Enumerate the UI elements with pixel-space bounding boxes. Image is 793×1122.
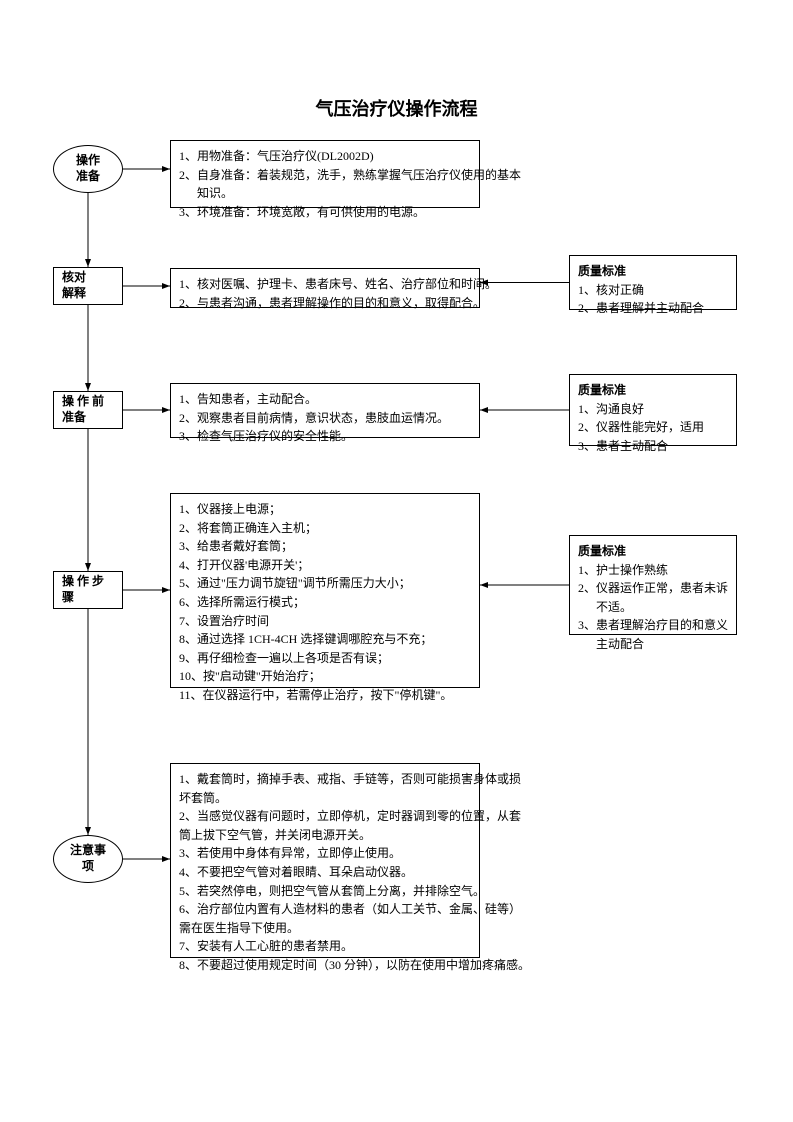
node-verify: 核对解释 bbox=[53, 267, 123, 305]
page-title: 气压治疗仪操作流程 bbox=[0, 95, 793, 121]
node-caution: 注意事项 bbox=[53, 835, 123, 883]
node-q_steps: 质量标准1、护士操作熟练2、仪器运作正常，患者未诉 不适。3、患者理解治疗目的和… bbox=[569, 535, 737, 635]
node-steps: 操 作 步骤 bbox=[53, 571, 123, 609]
node-c_steps: 1、仪器接上电源；2、将套筒正确连入主机；3、给患者戴好套筒；4、打开仪器'电源… bbox=[170, 493, 480, 688]
node-c_prep: 1、用物准备：气压治疗仪(DL2002D)2、自身准备：着装规范，洗手，熟练掌握… bbox=[170, 140, 480, 208]
node-c_verify: 1、核对医嘱、护理卡、患者床号、姓名、治疗部位和时间。2、与患者沟通，患者理解操… bbox=[170, 268, 480, 308]
node-c_preop: 1、告知患者，主动配合。2、观察患者目前病情，意识状态，患肢血运情况。3、检查气… bbox=[170, 383, 480, 438]
node-q_preop: 质量标准1、沟通良好2、仪器性能完好，适用3、患者主动配合 bbox=[569, 374, 737, 446]
node-c_caution: 1、戴套筒时，摘掉手表、戒指、手链等，否则可能损害身体或损坏套筒。2、当感觉仪器… bbox=[170, 763, 480, 958]
node-preop: 操 作 前准备 bbox=[53, 391, 123, 429]
node-prep: 操作准备 bbox=[53, 145, 123, 193]
node-q_verify: 质量标准1、核对正确2、患者理解并主动配合 bbox=[569, 255, 737, 310]
